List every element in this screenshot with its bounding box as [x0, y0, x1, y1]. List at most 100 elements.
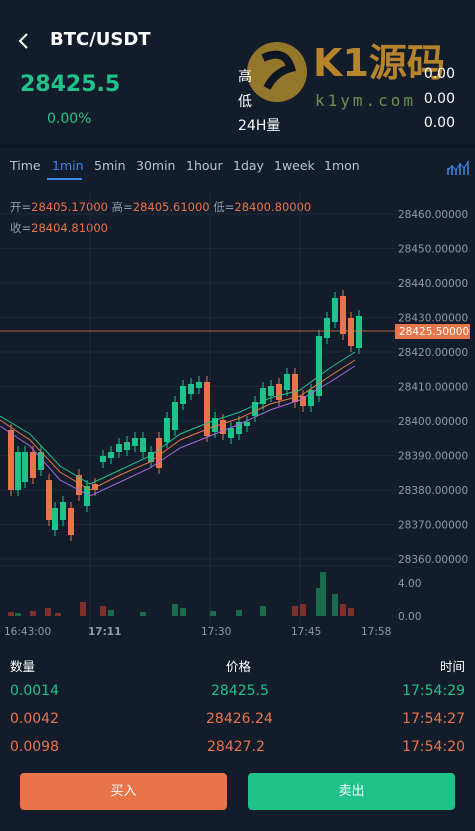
candle-body — [46, 480, 52, 520]
volume-bar — [55, 613, 61, 616]
volume-bar — [332, 594, 338, 616]
candle-body — [228, 428, 234, 438]
volume-tick-label: 0.00 — [398, 611, 421, 623]
candle-body — [180, 386, 186, 404]
candle-body — [204, 382, 210, 436]
high-value: 28405.61000 — [132, 200, 210, 214]
ohlc-line-1: 开=28405.17000 高=28405.61000 低=28400.8000… — [10, 200, 312, 214]
header: BTC/USDT 28425.5 0.00% K1源码 k1ym.com 高 0… — [0, 0, 475, 150]
tab-1day[interactable]: 1day — [233, 158, 264, 173]
candle-body — [132, 438, 138, 446]
candle-body — [220, 420, 226, 434]
tab-1mon[interactable]: 1mon — [324, 158, 360, 173]
candle-body — [276, 384, 282, 400]
interval-tabs: Time 1min 5min 30min 1hour 1day 1week 1m… — [0, 148, 475, 184]
candle-body — [15, 452, 21, 490]
volume-bar — [172, 604, 178, 616]
y-tick-label: 28450.00000 — [398, 244, 468, 256]
y-tick-label: 28360.00000 — [398, 554, 468, 566]
trading-pair-title: BTC/USDT — [50, 29, 151, 50]
volume-bar — [100, 606, 106, 616]
tab-time[interactable]: Time — [10, 158, 41, 173]
y-tick-label: 28440.00000 — [398, 278, 468, 290]
candle-body — [76, 475, 82, 495]
candle-body — [356, 316, 362, 348]
tab-1week[interactable]: 1week — [274, 158, 315, 173]
candle-body — [164, 418, 170, 442]
ma-line — [0, 351, 356, 485]
x-tick-label: 17:45 — [291, 626, 321, 638]
volume-bar — [45, 608, 51, 616]
y-tick-label: 28410.00000 — [398, 382, 468, 394]
volume-tick-label: 4.00 — [398, 578, 421, 590]
close-value: 28404.81000 — [31, 221, 108, 235]
ohlc-line-2: 收=28404.81000 — [10, 221, 108, 235]
candle-body — [188, 384, 194, 394]
candle-body — [212, 418, 218, 432]
low-value: 28400.80000 — [234, 200, 312, 214]
watermark-site: k1ym.com — [315, 91, 416, 110]
candle-body — [38, 452, 44, 470]
volume-bar — [210, 611, 216, 616]
candle-body — [172, 402, 178, 430]
candle-body — [324, 318, 330, 338]
candlestick-chart[interactable]: 28460.00000 28450.00000 28440.00000 28430.0… — [0, 190, 475, 640]
volume-bar — [140, 612, 146, 616]
candle-body — [148, 452, 154, 462]
back-arrow-icon[interactable] — [14, 30, 36, 52]
change-percent: 0.00% — [47, 111, 92, 127]
trade-row: 0.0042 28426.24 17:54:27 — [10, 711, 465, 727]
candle-body — [30, 452, 36, 478]
tab-1hour[interactable]: 1hour — [186, 158, 223, 173]
candle-body — [244, 422, 250, 426]
candle-body — [116, 444, 122, 452]
volume-bar — [8, 612, 14, 616]
candle-body — [308, 390, 314, 406]
low-value: 0.00 — [423, 91, 455, 107]
candle-body — [140, 438, 146, 452]
current-price-tag — [395, 324, 470, 339]
candle-body — [292, 374, 298, 402]
price-header: 价格 — [226, 659, 252, 674]
ma-line — [0, 359, 356, 491]
x-tick-label: 16:43:00 — [4, 626, 51, 638]
candle-body — [252, 402, 258, 416]
y-tick-label: 28430.00000 — [398, 313, 468, 325]
qty-header: 数量 — [10, 659, 36, 674]
candle-body — [196, 382, 202, 388]
high-label: 高 — [238, 69, 252, 85]
candle-body — [260, 388, 266, 404]
candle-body — [108, 452, 114, 458]
candle-body — [60, 502, 66, 520]
current-price: 28425.5 — [20, 72, 121, 97]
x-tick-label: 17:58 — [361, 626, 391, 638]
tab-30min[interactable]: 30min — [136, 158, 176, 173]
volume-bar — [300, 604, 306, 616]
candle-body — [332, 298, 338, 322]
candle-body — [316, 336, 322, 396]
candle-body — [84, 486, 90, 506]
tab-1min[interactable]: 1min — [52, 158, 84, 173]
candle-body — [300, 396, 306, 406]
ma-line — [0, 365, 356, 497]
x-tick-label: 17:30 — [201, 626, 231, 638]
tab-5min[interactable]: 5min — [94, 158, 126, 173]
volume-bar — [316, 588, 322, 616]
y-tick-label: 28460.00000 — [398, 209, 468, 221]
divider — [0, 144, 475, 148]
y-tick-label: 28420.00000 — [398, 347, 468, 359]
current-price-label: 28425.50000 — [399, 326, 469, 338]
volume-bar — [260, 606, 266, 616]
volume-24h-value: 0.00 — [423, 115, 455, 131]
indicator-chart-icon[interactable] — [447, 158, 469, 176]
active-tab-underline — [47, 178, 82, 180]
sell-button[interactable]: 卖出 — [248, 773, 455, 810]
buy-button[interactable]: 买入 — [20, 773, 227, 810]
y-tick-label: 28390.00000 — [398, 451, 468, 463]
y-tick-label: 28380.00000 — [398, 485, 468, 497]
volume-bar — [180, 608, 186, 616]
high-value: 0.00 — [423, 66, 455, 82]
watermark-logo: K1源码 k1ym.com — [247, 41, 445, 110]
watermark-brand: K1源码 — [313, 41, 445, 85]
volume-bar — [320, 572, 326, 616]
